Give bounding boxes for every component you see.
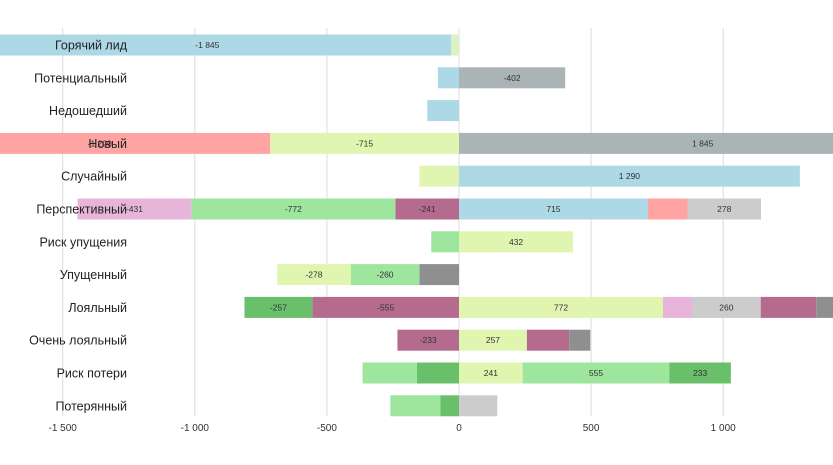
bar-value-label: 555 bbox=[589, 368, 603, 378]
bar-value-label: -772 bbox=[285, 204, 302, 214]
category-label: Риск упущения bbox=[39, 235, 127, 249]
bar-segment bbox=[526, 329, 570, 351]
bar-segment bbox=[0, 34, 452, 56]
bar-segment bbox=[669, 362, 731, 384]
bar-segment bbox=[244, 296, 313, 318]
category-label: Лояльный bbox=[68, 301, 127, 315]
bar-value-label: -402 bbox=[504, 73, 521, 83]
bar-segment bbox=[362, 362, 417, 384]
bar-segment bbox=[451, 34, 459, 56]
bar-segment bbox=[191, 198, 396, 220]
category-label: Случайный bbox=[61, 170, 127, 184]
bar-segment bbox=[459, 362, 523, 384]
bar-segment bbox=[427, 100, 459, 122]
category-label: Упущенный bbox=[60, 268, 127, 282]
bar-segment bbox=[416, 362, 459, 384]
grid-lines bbox=[62, 28, 724, 416]
bar-segment bbox=[397, 329, 459, 351]
bar-segment bbox=[395, 198, 459, 220]
bar-segment bbox=[459, 165, 800, 187]
category-label: Перспективный bbox=[36, 203, 127, 217]
bar-segment bbox=[459, 329, 527, 351]
bar-value-label: 715 bbox=[546, 204, 560, 214]
bar-segment bbox=[419, 264, 459, 286]
bar-value-label: -1 845 bbox=[195, 40, 219, 50]
bar-segment bbox=[692, 296, 761, 318]
bar-segment bbox=[431, 231, 459, 253]
bar-segment bbox=[459, 296, 663, 318]
bar-value-label: -241 bbox=[419, 204, 436, 214]
bar-segment bbox=[77, 198, 192, 220]
bar-segment bbox=[440, 395, 459, 417]
bar-segment bbox=[350, 264, 420, 286]
bar-value-label: 1 290 bbox=[619, 171, 641, 181]
bar-segments bbox=[0, 34, 833, 417]
bar-segment bbox=[569, 329, 591, 351]
bar-value-label: -431 bbox=[126, 204, 143, 214]
bar-segment bbox=[277, 264, 351, 286]
bar-segment bbox=[459, 395, 498, 417]
x-tick-label: -1 000 bbox=[181, 423, 210, 434]
bar-segment bbox=[459, 231, 574, 253]
bar-value-label: 233 bbox=[693, 368, 707, 378]
category-label: Новый bbox=[88, 137, 127, 151]
bar-segment bbox=[312, 296, 459, 318]
bar-segment bbox=[816, 296, 833, 318]
bar-value-label: -715 bbox=[356, 138, 373, 148]
bar-segment bbox=[419, 165, 459, 187]
bar-value-label: 260 bbox=[719, 302, 733, 312]
category-label: Потерянный bbox=[55, 399, 127, 413]
bar-value-label: -257 bbox=[270, 302, 287, 312]
bar-value-label: 257 bbox=[486, 335, 500, 345]
x-tick-label: 0 bbox=[456, 423, 462, 434]
bar-segment bbox=[760, 296, 817, 318]
bar-segment bbox=[662, 296, 693, 318]
x-tick-label: -1 500 bbox=[49, 423, 78, 434]
category-label: Горячий лид bbox=[55, 39, 128, 53]
bar-segment bbox=[459, 132, 833, 154]
category-labels: Горячий лид Потенциальный Недошедший Новый С… bbox=[29, 39, 128, 414]
bar-value-label: -233 bbox=[420, 335, 437, 345]
bar-segment bbox=[459, 198, 648, 220]
bar-segment bbox=[437, 67, 459, 89]
category-label: Очень лояльный bbox=[29, 334, 127, 348]
bar-segment bbox=[459, 67, 566, 89]
bar-segment bbox=[270, 132, 459, 154]
bar-value-label: 241 bbox=[484, 368, 498, 378]
bar-value-label: 1 845 bbox=[692, 138, 714, 148]
bar-value-label: -555 bbox=[377, 302, 394, 312]
category-label: Потенциальный bbox=[34, 71, 127, 85]
bar-value-label: 278 bbox=[717, 204, 731, 214]
bar-segment bbox=[0, 132, 271, 154]
x-tick-label: 500 bbox=[583, 423, 600, 434]
bar-value-label: -260 bbox=[377, 270, 394, 280]
category-label: Недошедший bbox=[49, 104, 127, 118]
category-label: Риск потери bbox=[57, 367, 127, 381]
bar-value-label: -1 290 bbox=[88, 138, 112, 148]
bar-segment bbox=[522, 362, 670, 384]
bar-value-label: -278 bbox=[305, 270, 322, 280]
bar-segment bbox=[390, 395, 441, 417]
x-tick-label: 1 000 bbox=[711, 423, 736, 434]
bar-segment bbox=[687, 198, 761, 220]
bar-value-label: 772 bbox=[554, 302, 568, 312]
bar-value-label: 432 bbox=[509, 237, 523, 247]
x-tick-label: -500 bbox=[317, 423, 337, 434]
bar-segment bbox=[647, 198, 688, 220]
